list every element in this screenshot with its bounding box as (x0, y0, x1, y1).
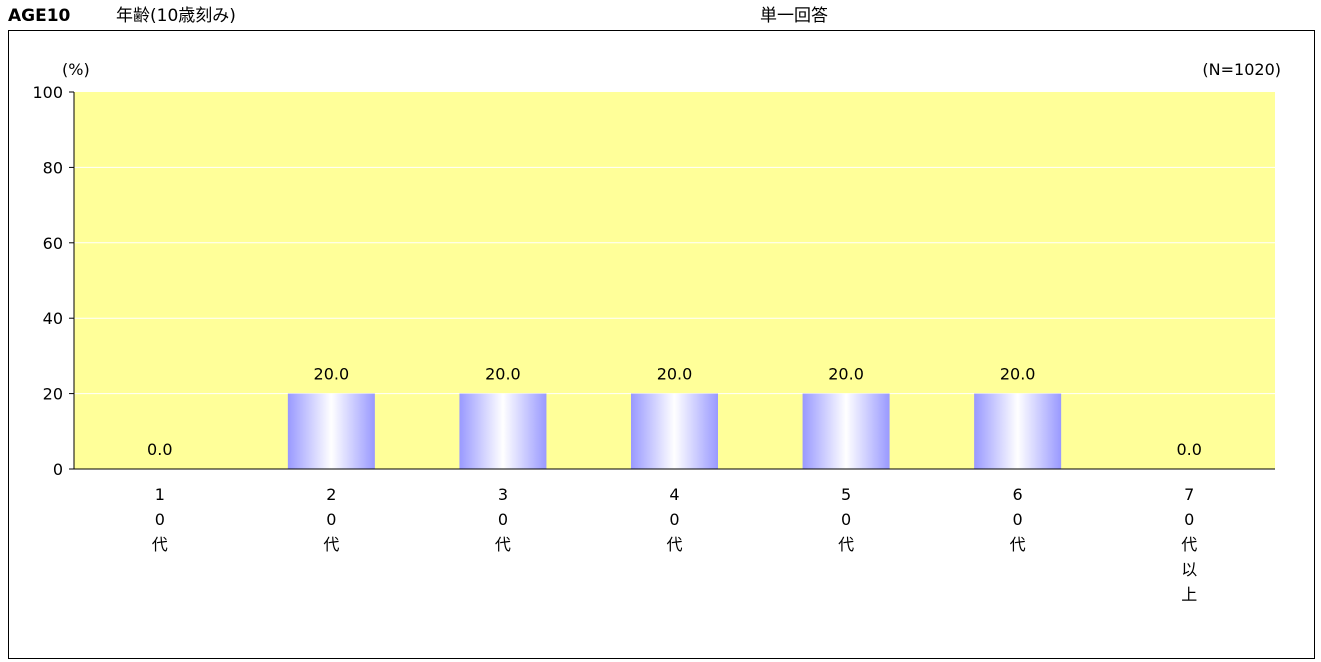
y-tick-label: 40 (43, 309, 63, 328)
data-label: 20.0 (657, 365, 693, 384)
data-label: 0.0 (147, 440, 172, 459)
chart-frame (8, 30, 1315, 659)
y-tick-label: 20 (43, 385, 63, 404)
data-label: 20.0 (828, 365, 864, 384)
bar (974, 393, 1062, 469)
axes: 0 20 40 60 80 100 (32, 83, 1275, 479)
question-code: AGE10 (8, 6, 71, 26)
data-label: 0.0 (1176, 440, 1201, 459)
data-label: 20.0 (314, 365, 350, 384)
sample-size-label: (N=1020) (1202, 60, 1281, 79)
y-tick-label: 60 (43, 234, 63, 253)
bar (287, 393, 375, 469)
bar (459, 393, 547, 469)
y-axis-unit-label: (%) (62, 60, 90, 79)
y-tick-label: 100 (32, 83, 63, 102)
bar (802, 393, 890, 469)
y-tick-label: 80 (43, 158, 63, 177)
bar (631, 393, 718, 469)
answer-type-label: 単一回答 (760, 6, 828, 26)
data-label: 20.0 (1000, 365, 1036, 384)
y-tick-label: 0 (53, 460, 63, 479)
x-tick-label: 7 0 代以上 (1181, 485, 1197, 604)
data-label: 20.0 (485, 365, 521, 384)
bars (287, 393, 1062, 469)
question-title: 年齢(10歳刻み) (116, 6, 236, 26)
labels: 0.0 1 0 代 20.0 2 0 代 20.0 3 0 代 20.0 4 0 代 20.0 5 0 代 20.0 6 0… (147, 365, 1202, 604)
